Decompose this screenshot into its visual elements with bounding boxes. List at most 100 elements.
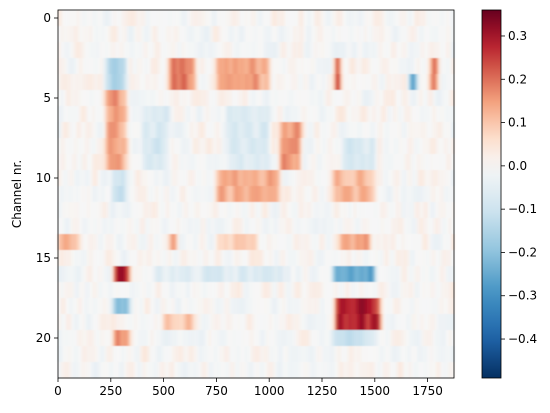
heatmap-cell bbox=[409, 346, 413, 363]
heatmap-cell bbox=[89, 170, 93, 187]
heatmap-cell bbox=[89, 266, 93, 283]
heatmap-cell bbox=[232, 42, 236, 59]
heatmap-cell bbox=[237, 138, 241, 155]
heatmap-cell bbox=[335, 106, 339, 123]
heatmap-cell bbox=[261, 42, 265, 59]
heatmap-cell bbox=[134, 106, 138, 123]
heatmap-cell bbox=[282, 122, 286, 139]
heatmap-cell bbox=[263, 138, 268, 155]
heatmap-cell bbox=[224, 234, 228, 251]
heatmap-cell bbox=[443, 90, 447, 107]
heatmap-cell bbox=[380, 10, 384, 27]
heatmap-cell bbox=[269, 234, 273, 251]
heatmap-cell bbox=[224, 330, 228, 347]
heatmap-cell bbox=[211, 314, 215, 331]
heatmap-cell bbox=[79, 202, 83, 219]
heatmap-cell bbox=[116, 170, 120, 187]
heatmap-cell bbox=[285, 42, 289, 59]
heatmap-cell bbox=[295, 170, 299, 187]
heatmap-cell bbox=[81, 58, 85, 75]
heatmap-cell bbox=[287, 122, 291, 139]
heatmap-cell bbox=[129, 186, 133, 203]
heatmap-cell bbox=[224, 250, 228, 267]
heatmap-cell bbox=[372, 122, 376, 139]
heatmap-cell bbox=[174, 10, 178, 27]
heatmap-cell bbox=[295, 42, 299, 59]
heatmap-cell bbox=[87, 122, 91, 139]
heatmap-cell bbox=[203, 314, 207, 331]
heatmap-cell bbox=[248, 234, 252, 251]
heatmap-cell bbox=[390, 122, 394, 139]
heatmap-cell bbox=[250, 186, 254, 203]
heatmap-cell bbox=[139, 106, 144, 123]
heatmap-cell bbox=[229, 122, 233, 139]
heatmap-cell bbox=[158, 42, 162, 59]
heatmap-cell bbox=[126, 26, 130, 43]
heatmap-cell bbox=[382, 170, 386, 187]
heatmap-cell bbox=[366, 42, 371, 59]
heatmap-cell bbox=[329, 218, 334, 235]
heatmap-cell bbox=[327, 154, 331, 171]
heatmap-cell bbox=[192, 58, 196, 75]
heatmap-cell bbox=[274, 314, 278, 331]
heatmap-cell bbox=[87, 362, 91, 379]
heatmap-cell bbox=[361, 10, 365, 27]
heatmap-cell bbox=[261, 266, 265, 283]
heatmap-cell bbox=[448, 330, 452, 347]
heatmap-cell bbox=[153, 10, 157, 27]
heatmap-cell bbox=[424, 90, 429, 107]
heatmap-cell bbox=[158, 154, 162, 171]
heatmap-cell bbox=[192, 202, 196, 219]
heatmap-cell bbox=[63, 42, 67, 59]
heatmap-cell bbox=[84, 58, 88, 75]
heatmap-cell bbox=[374, 138, 379, 155]
heatmap-cell bbox=[176, 282, 181, 299]
heatmap-cell bbox=[343, 298, 347, 315]
heatmap-cell bbox=[279, 42, 283, 59]
heatmap-cell bbox=[395, 170, 400, 187]
heatmap-cell bbox=[182, 122, 186, 139]
heatmap-cell bbox=[285, 282, 289, 299]
heatmap-cell bbox=[142, 186, 146, 203]
heatmap-cell bbox=[237, 10, 241, 27]
heatmap-cell bbox=[155, 218, 159, 235]
heatmap-cell bbox=[422, 314, 426, 331]
heatmap-cell bbox=[237, 170, 241, 187]
heatmap-cell bbox=[137, 42, 141, 59]
heatmap-cell bbox=[382, 218, 386, 235]
heatmap-cell bbox=[282, 362, 286, 379]
heatmap-cell bbox=[94, 218, 99, 235]
heatmap-cell bbox=[401, 106, 405, 123]
heatmap-cell bbox=[205, 218, 210, 235]
heatmap-cell bbox=[145, 298, 149, 315]
heatmap-cell bbox=[446, 234, 450, 251]
heatmap-cell bbox=[79, 58, 83, 75]
heatmap-cell bbox=[219, 106, 223, 123]
heatmap-cell bbox=[311, 362, 315, 379]
heatmap-cell bbox=[73, 138, 78, 155]
heatmap-cell bbox=[345, 10, 349, 27]
heatmap-cell bbox=[438, 330, 442, 347]
heatmap-cell bbox=[168, 298, 173, 315]
heatmap-cell bbox=[134, 202, 138, 219]
heatmap-cell bbox=[258, 138, 262, 155]
heatmap-cell bbox=[438, 218, 442, 235]
heatmap-cell bbox=[419, 170, 423, 187]
heatmap-cell bbox=[451, 314, 455, 331]
heatmap-cell bbox=[322, 314, 326, 331]
heatmap-cell bbox=[60, 74, 64, 91]
heatmap-cell bbox=[271, 10, 276, 27]
heatmap-cell bbox=[229, 58, 233, 75]
heatmap-cell bbox=[240, 154, 244, 171]
heatmap-cell bbox=[369, 90, 373, 107]
heatmap-cell bbox=[390, 90, 394, 107]
heatmap-cell bbox=[306, 202, 310, 219]
heatmap-cell bbox=[92, 282, 96, 299]
heatmap-cell bbox=[274, 154, 278, 171]
heatmap-cell bbox=[92, 202, 96, 219]
heatmap-cell bbox=[150, 250, 154, 267]
heatmap-cell bbox=[211, 250, 215, 267]
heatmap-cell bbox=[430, 234, 434, 251]
heatmap-cell bbox=[298, 138, 302, 155]
heatmap-cell bbox=[398, 266, 402, 283]
